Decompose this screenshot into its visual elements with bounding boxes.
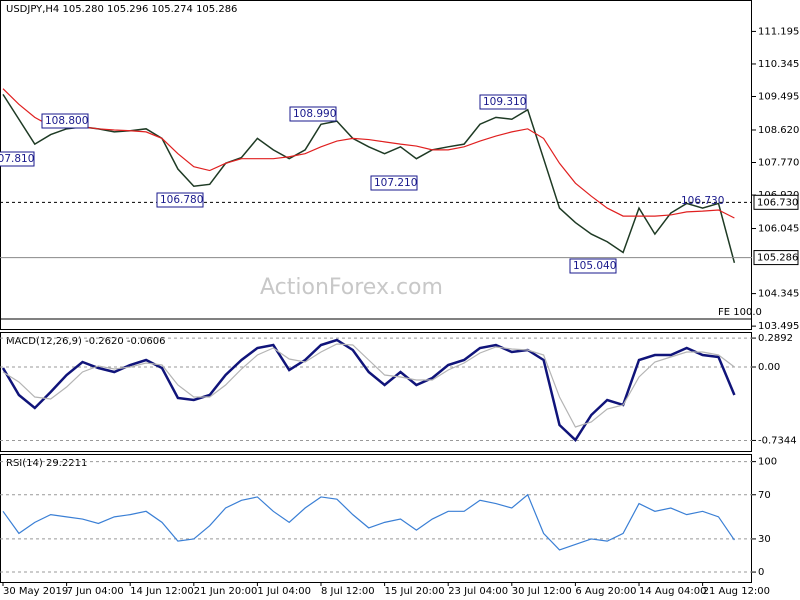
- y-tick-label: 106.045: [758, 224, 799, 235]
- x-tick-label: 8 Jul 12:00: [321, 586, 375, 597]
- series-line: [2, 88, 735, 219]
- y-tick-label: 70: [758, 490, 771, 501]
- y-tick-label: 100: [758, 457, 777, 468]
- annotation: FE 100.0: [718, 307, 762, 318]
- level-box: [753, 250, 799, 266]
- y-tick-label: 111.195: [758, 26, 799, 37]
- x-tick-label: 30 Jul 12:00: [512, 586, 572, 597]
- x-tick-label: 6 Aug 20:00: [575, 586, 636, 597]
- annotation: 106.730: [681, 195, 724, 207]
- rsi-panel: [0, 454, 752, 583]
- annotation: 107.810: [0, 153, 34, 165]
- level-label: 105.286: [757, 253, 798, 264]
- y-tick-label: 108.620: [758, 125, 799, 136]
- annotation-box: [289, 106, 337, 122]
- chart-title: USDJPY,H4 105.280 105.296 105.274 105.28…: [6, 4, 237, 15]
- y-tick-label: 103.495: [758, 321, 799, 332]
- annotation-box: [569, 258, 617, 274]
- series-line: [2, 493, 735, 551]
- y-tick-label: 109.495: [758, 91, 799, 102]
- x-tick-label: 30 May 2019: [3, 586, 68, 597]
- annotation: 105.040: [573, 260, 616, 272]
- watermark: ActionForex.com: [260, 275, 443, 300]
- annotation: 109.310: [483, 96, 526, 108]
- annotation: 106.780: [160, 194, 203, 206]
- y-tick-label: 30: [758, 534, 771, 545]
- rsi-title: RSI(14) 29.2211: [6, 458, 87, 469]
- series-line: [2, 343, 735, 428]
- macd-title: MACD(12,26,9) -0.2620 -0.0606: [6, 336, 166, 347]
- level-label: 106.730: [757, 197, 798, 208]
- annotation: 107.210: [374, 177, 417, 189]
- annotation-box: [370, 175, 418, 191]
- x-tick-label: 21 Jun 20:00: [194, 586, 258, 597]
- y-tick-label: 110.345: [758, 59, 799, 70]
- x-tick-label: 7 Jun 04:00: [67, 586, 124, 597]
- annotation: 108.990: [293, 108, 336, 120]
- annotation-box: [156, 192, 204, 208]
- y-tick-label: -0.7344: [758, 435, 797, 446]
- y-tick-label: 0.2892: [758, 333, 793, 344]
- macd-panel: [0, 332, 752, 452]
- annotation-box: [479, 94, 527, 110]
- y-tick-label: 104.345: [758, 289, 799, 300]
- y-tick-label: 0.00: [758, 362, 780, 373]
- x-tick-label: 14 Aug 04:00: [639, 586, 706, 597]
- annotation-box: [41, 113, 89, 129]
- x-tick-label: 23 Jul 04:00: [448, 586, 508, 597]
- annotation: 108.800: [45, 115, 88, 127]
- y-tick-label: 107.770: [758, 158, 799, 169]
- x-tick-label: 21 Aug 12:00: [703, 586, 770, 597]
- level-box: [753, 194, 799, 210]
- x-tick-label: 1 Jul 04:00: [257, 586, 311, 597]
- x-tick-label: 15 Jul 20:00: [385, 586, 445, 597]
- x-tick-label: 14 Jun 12:00: [130, 586, 194, 597]
- annotation-box: [0, 151, 35, 167]
- series-line: [1, 338, 736, 442]
- series-line: [2, 93, 736, 263]
- y-tick-label: 0: [758, 567, 764, 578]
